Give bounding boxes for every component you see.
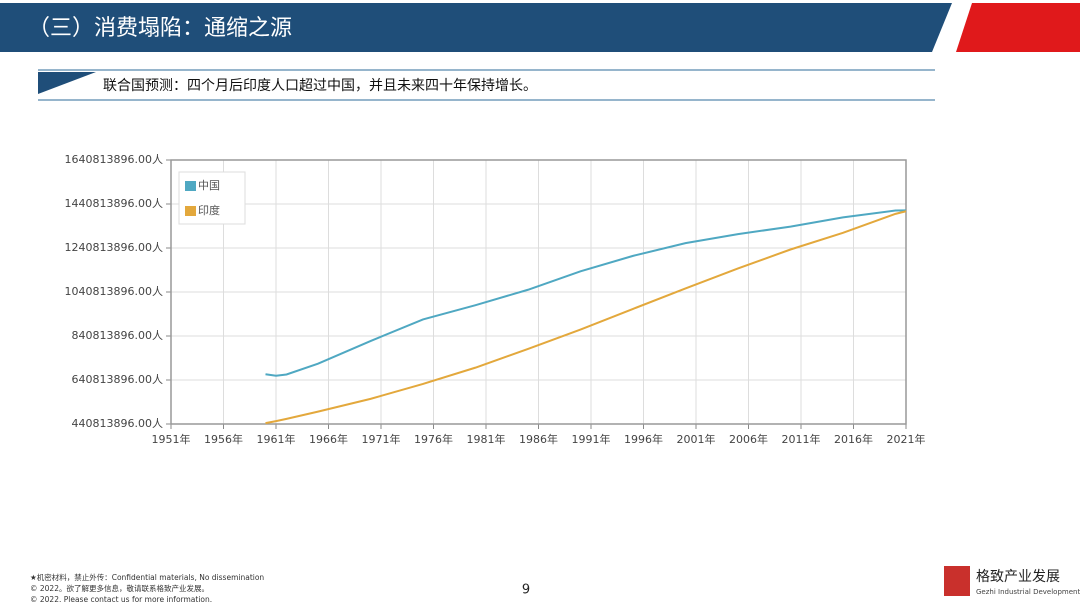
y-tick-label: 440813896.00人: [72, 417, 163, 430]
y-tick-label: 1040813896.00人: [65, 285, 163, 298]
x-tick-label: 1996年: [624, 432, 663, 446]
x-tick-label: 2006年: [729, 432, 768, 446]
x-tick-label: 1991年: [572, 432, 611, 446]
footer-note: ★机密材料，禁止外传：Confidential materials, No di…: [30, 572, 264, 582]
footer-note: © 2022. Please contact us for more infor…: [30, 595, 212, 604]
legend-label: 印度: [198, 203, 220, 217]
header-title: （三）消费塌陷：通缩之源: [28, 16, 292, 41]
y-tick-label: 1640813896.00人: [65, 153, 163, 166]
brand-en: Gezhi Industrial Development: [976, 588, 1080, 596]
header-accent: [956, 3, 1080, 52]
x-tick-label: 2011年: [782, 432, 821, 446]
x-tick-label: 1981年: [467, 432, 506, 446]
x-tick-label: 2021年: [887, 432, 926, 446]
legend-swatch: [185, 181, 196, 191]
x-tick-label: 2001年: [677, 432, 716, 446]
x-tick-label: 1956年: [204, 432, 243, 446]
header-band: [0, 3, 952, 52]
legend-swatch: [185, 206, 196, 216]
x-tick-label: 1976年: [414, 432, 453, 446]
x-tick-label: 1966年: [309, 432, 348, 446]
brand: 格致产业发展: [976, 569, 1060, 585]
footer-note: © 2022。欲了解更多信息，敬请联系格致产业发展。: [30, 583, 209, 593]
series-line: [265, 209, 907, 377]
subtitle-marker: [38, 72, 96, 94]
x-tick-label: 1951年: [152, 432, 191, 446]
legend-label: 中国: [198, 179, 220, 192]
plot-border: [170, 159, 907, 425]
x-tick-label: 1971年: [362, 432, 401, 446]
logo-seal: [944, 566, 970, 596]
y-tick-label: 840813896.00人: [72, 329, 163, 342]
x-tick-label: 1961年: [257, 432, 296, 446]
chart: 440813896.00人 640813896.00人 840813896.00人 1…: [65, 153, 926, 446]
x-tick-label: 1986年: [519, 432, 558, 446]
x-tick-label: 2016年: [834, 432, 873, 446]
y-tick-label: 1440813896.00人: [65, 197, 163, 210]
series-line: [265, 210, 907, 425]
subtitle: 联合国预测：四个月后印度人口超过中国，并且未来四十年保持增长。: [103, 78, 537, 94]
page-number: 9: [522, 583, 530, 598]
y-tick-label: 640813896.00人: [72, 373, 163, 386]
y-tick-label: 1240813896.00人: [65, 241, 163, 254]
